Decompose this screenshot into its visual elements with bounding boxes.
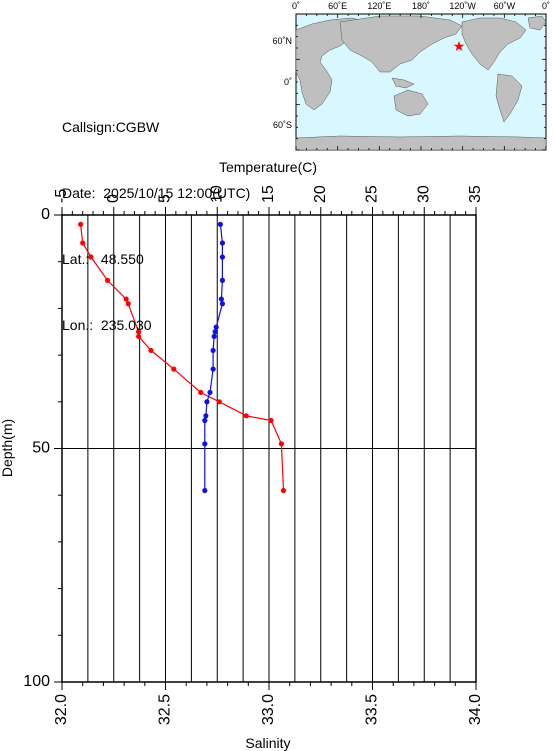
temperature-data-point [219,240,226,246]
callsign-text: Callsign:CGBW [62,119,160,135]
lat-value: 48.550 [100,251,144,267]
salinity-data-point [280,487,287,494]
lat-label: Lat.: [62,251,90,267]
top-axis-tick-label: 30 [415,185,432,203]
station-marker-icon: ★ [453,39,466,55]
bottom-axis-tick-label: 34.0 [467,694,484,725]
landmass-asia [339,15,463,73]
bottom-axis-tick-label: 33.0 [260,694,277,725]
top-axis-tick-label: -5 [53,189,70,203]
temperature-data-point [211,333,217,340]
axis-ticks [54,207,477,690]
map-lon-label: 0˚ [292,1,300,11]
temperature-data-point [217,221,223,227]
salinity-profile-line [80,224,285,491]
temperature-data-point [207,389,213,396]
temperature-data-point [213,324,219,330]
landmass-south-america [495,73,523,123]
salinity-data-point [216,399,222,405]
temperature-data-point [212,329,218,335]
date-value: 2025/10/15 12:00(UTC) [103,185,251,201]
bottom-axis-title: Salinity [245,735,290,751]
salinity-data-point [123,296,129,302]
map-lon-label: 60˚W [494,1,516,11]
temperature-data-point [210,366,216,372]
top-axis-title: Temperature(C) [219,159,317,175]
temperature-data-point [202,417,208,424]
top-axis-tick-label: 5 [157,194,174,203]
salinity-data-point [171,366,177,372]
salinity-data-point [125,301,131,307]
map-tick-labels: 0˚ 60˚E 120˚E 180˚ 120˚W 60˚W 0˚ 60˚N 0˚ 60˚S [272,1,550,130]
top-axis-tick-label: 35 [467,185,484,203]
map-lat-label: 0˚ [284,77,292,87]
salinity-data-point [104,277,111,283]
top-axis-tick-label: 10 [208,185,225,203]
temperature-data-point [210,347,216,354]
map-landmasses [295,15,547,151]
top-axis-tick-label: 20 [312,185,329,203]
salinity-data-point [278,441,285,447]
temperature-data-point [204,399,210,405]
lon-value: 235.030 [100,317,152,333]
y-axis-tick-label: 0 [41,206,50,223]
top-axis-tick-label: 25 [364,185,381,203]
y-axis-tick-label: 50 [32,440,50,457]
map-lat-label: 60˚N [272,36,292,46]
plot-grid [62,215,476,682]
salinity-data-point [80,240,86,246]
world-map: 0˚ 60˚E 120˚E 180˚ 120˚W 60˚W 0˚ 60˚N 0˚ 60˚S ★ [272,1,550,151]
temperature-data-point [202,487,208,494]
y-axis-title: Depth(m) [0,419,15,477]
salinity-data-point [135,333,142,340]
temperature-data-point [203,413,209,419]
temperature-data-point [219,254,226,260]
top-axis-tick-label: 0 [105,194,122,203]
station-info: Callsign:CGBW Date: 2025/10/15 12:00(UTC… [62,72,250,358]
landmass-north-america [461,17,527,71]
bottom-axis-tick-label: 32.5 [157,694,174,725]
salinity-data-point [268,417,274,424]
bottom-axis-tick-label: 32.0 [53,694,70,725]
map-lon-label: 60˚E [328,1,347,11]
date-label: Date: [62,185,96,201]
y-axis-tick-label: 100 [23,673,50,690]
map-frame [295,13,547,151]
salinity-data-point [135,329,142,335]
temperature-data-point [219,301,226,307]
lon-line: Lon.: 235.030 [62,314,250,336]
temperature-data-point [218,296,224,302]
lon-label: Lon.: [62,317,94,333]
landmass-australia [393,89,429,117]
callsign-line: Callsign:CGBW [62,116,250,138]
salinity-data-point [243,413,249,419]
lat-line: Lat.: 48.550 [62,248,250,270]
salinity-data-point [88,254,94,260]
series-layer [78,221,287,494]
bottom-axis-tick-label: 33.5 [364,694,381,725]
temperature-data-point [219,277,226,283]
salinity-data-point [148,347,154,354]
landmass-indonesia [391,77,415,89]
landmass-greenland [527,15,547,31]
map-lon-label: 0˚ [542,1,550,11]
temperature-data-point [202,441,208,447]
salinity-data-point [198,389,204,396]
date-line: Date: 2025/10/15 12:00(UTC) [62,182,250,204]
salinity-data-point [78,221,84,227]
map-lon-label: 120˚E [367,1,391,11]
top-axis-tick-label: 15 [260,185,277,203]
map-lon-label: 120˚W [449,1,476,11]
map-lon-label: 180˚ [412,1,430,11]
map-lat-label: 60˚S [273,120,292,130]
